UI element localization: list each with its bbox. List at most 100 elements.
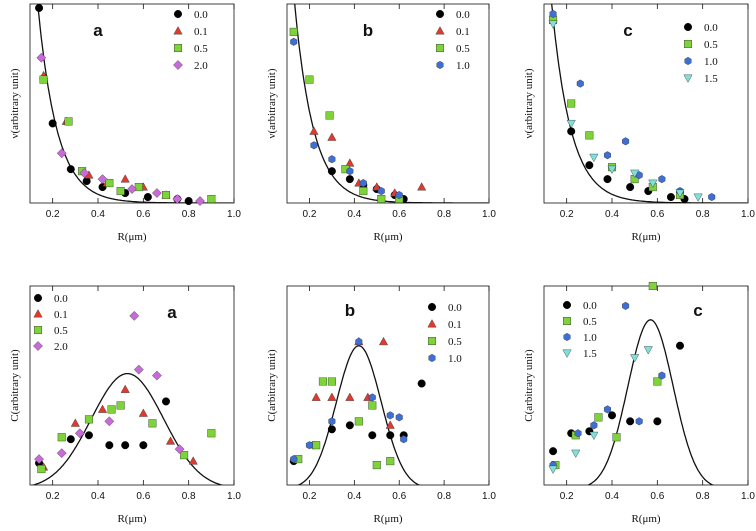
data-point (121, 441, 130, 450)
data-point (188, 456, 198, 465)
data-point (345, 421, 354, 430)
data-point (56, 448, 67, 459)
data-point (658, 371, 666, 380)
data-point (328, 417, 336, 426)
data-point (675, 189, 685, 198)
legend-marker (173, 60, 183, 70)
data-point (84, 431, 93, 440)
x-tick-label: 0.6 (650, 209, 664, 220)
data-point (120, 174, 130, 183)
data-point (143, 193, 152, 202)
data-point (290, 455, 298, 464)
legend-marker (428, 303, 437, 312)
plot-frame (543, 3, 749, 204)
data-point (133, 364, 144, 375)
data-point (574, 429, 582, 438)
data-point (603, 405, 611, 414)
x-axis-label: R(μm) (373, 231, 402, 243)
data-point (66, 165, 75, 174)
data-point (417, 379, 426, 388)
data-point (327, 377, 336, 386)
legend-label: 0.5 (54, 325, 68, 337)
data-point (152, 370, 162, 381)
data-point (207, 195, 216, 204)
legend-marker (683, 74, 693, 83)
legend-marker (428, 337, 437, 346)
legend-marker (427, 319, 437, 328)
data-point (161, 191, 170, 200)
legend-marker (436, 9, 445, 18)
legend-label: 1.0 (456, 60, 470, 72)
data-point (630, 169, 640, 178)
x-tick-label: 1.0 (227, 491, 241, 502)
legend-label: 0.0 (194, 9, 208, 21)
plot-frame (286, 3, 490, 204)
data-point (116, 401, 125, 410)
legend-marker (173, 26, 183, 35)
panel-letter: a (167, 303, 177, 322)
x-tick-label: 0.8 (182, 491, 196, 502)
data-point (148, 419, 157, 428)
x-tick-label: 0.4 (91, 491, 105, 502)
data-point (571, 449, 581, 458)
chart-panel: 0.2 0.4 0.6 0.8 1.0 R(μm) ν(arbitrary unit) a 0.… (9, 3, 241, 243)
fit-curve (30, 372, 225, 485)
data-point (116, 187, 125, 196)
legend-label: 1.5 (704, 73, 718, 85)
data-point (66, 435, 75, 444)
data-point (643, 346, 653, 355)
data-point (585, 161, 594, 170)
data-point (693, 193, 703, 202)
legend-marker (428, 353, 436, 363)
data-point (79, 168, 90, 179)
data-point (310, 141, 318, 150)
data-point (36, 52, 47, 63)
legend-marker (436, 60, 444, 70)
data-point (589, 153, 599, 163)
data-point (37, 465, 46, 474)
chart-panel: 0.2 0.4 0.6 0.8 1.0 R(μm) C(arbitrary unit) a 0.… (9, 285, 241, 525)
x-tick-label: 0.2 (560, 491, 574, 502)
data-point (127, 184, 137, 194)
data-point (648, 179, 658, 188)
legend-marker (33, 341, 43, 351)
data-point (327, 132, 337, 141)
y-axis-label: ν(arbitrary unit) (523, 68, 535, 138)
data-point (39, 75, 48, 84)
x-tick-label: 1.0 (482, 209, 496, 220)
x-tick-label: 0.4 (605, 491, 619, 502)
legend-label: 0.5 (448, 336, 462, 348)
data-point (172, 194, 183, 204)
data-point (138, 408, 148, 417)
legend-label: 1.5 (583, 348, 597, 360)
data-point (395, 413, 403, 422)
data-point (354, 417, 363, 426)
legend-label: 0.5 (194, 43, 208, 55)
data-point (289, 27, 298, 36)
data-point (327, 167, 336, 176)
x-tick-label: 0.8 (696, 209, 710, 220)
legend-marker (563, 332, 571, 342)
x-tick-label: 0.6 (650, 491, 664, 502)
data-point (417, 182, 427, 191)
plot-frame (29, 3, 235, 204)
legend-marker (34, 294, 43, 303)
data-point (290, 37, 298, 46)
x-tick-label: 0.2 (560, 209, 574, 220)
data-point (74, 428, 85, 439)
data-point (608, 411, 617, 420)
x-axis-label: R(μm) (631, 513, 660, 525)
data-point (386, 431, 395, 440)
y-axis-label: C(arbitrary unit) (266, 349, 278, 422)
data-point (378, 336, 389, 346)
x-tick-label: 0.8 (696, 491, 710, 502)
legend-marker (173, 44, 182, 53)
fit-curve (586, 319, 715, 485)
legend-label: 0.1 (54, 309, 68, 321)
y-axis-label: C(arbitrary unit) (523, 349, 535, 422)
data-point (165, 436, 176, 445)
data-point (328, 155, 336, 164)
data-point (594, 413, 603, 422)
data-point (590, 421, 598, 430)
legend-label: 1.0 (704, 56, 718, 68)
